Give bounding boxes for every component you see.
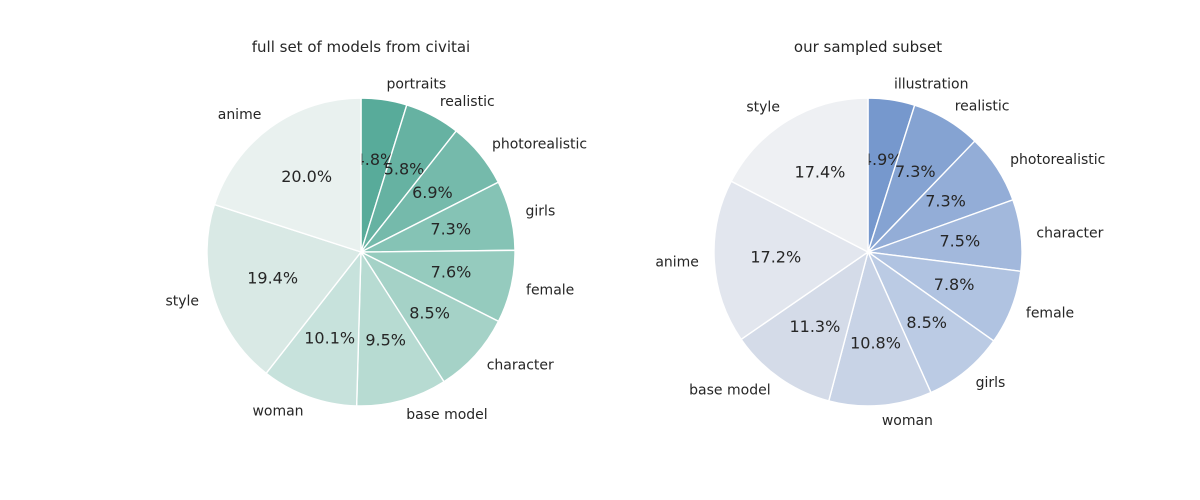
chart-title: our sampled subset xyxy=(794,38,942,56)
slice-label: style xyxy=(165,294,199,310)
slice-label: anime xyxy=(655,255,699,271)
pie-slice-woman xyxy=(827,249,932,407)
percent-label: 9.5% xyxy=(365,331,406,350)
slice-label: girls xyxy=(526,204,556,220)
slice-label: female xyxy=(526,282,574,298)
chart-title: full set of models from civitai xyxy=(252,38,470,56)
pie-chart-sampled-subset: our sampled subset illustration 4.9% reali… xyxy=(655,38,1105,429)
slice-label: character xyxy=(1036,225,1103,241)
percent-label: 19.4% xyxy=(247,269,298,288)
percent-label: 8.5% xyxy=(409,303,450,322)
pie-slice-base-model xyxy=(740,250,870,402)
pie-slice-base-model xyxy=(355,249,445,407)
percent-label: 7.3% xyxy=(430,219,471,238)
slice-label: realistic xyxy=(955,98,1010,114)
percent-label: 7.5% xyxy=(940,231,981,250)
percent-label: 4.8% xyxy=(355,150,396,169)
slice-label: base model xyxy=(406,407,487,423)
pie-slice-style xyxy=(730,97,869,254)
slice-label: photorealistic xyxy=(492,137,587,153)
slice-label: female xyxy=(1026,305,1074,321)
pie-slice-woman xyxy=(265,249,362,407)
slice-label: photorealistic xyxy=(1010,152,1105,168)
percent-label: 10.8% xyxy=(850,334,901,353)
pie-slice-style xyxy=(206,203,363,375)
percent-label: 5.8% xyxy=(384,160,425,179)
percent-label: 8.5% xyxy=(906,313,947,332)
percent-label: 11.3% xyxy=(789,317,840,336)
pie-slice-anime xyxy=(713,180,870,341)
percent-label: 7.3% xyxy=(895,162,936,181)
slice-label: realistic xyxy=(440,94,495,110)
pie-chart-full-set: full set of models from civitai portrait… xyxy=(165,38,587,423)
percent-label: 17.4% xyxy=(795,163,846,182)
percent-label: 6.9% xyxy=(412,183,453,202)
slice-label: illustration xyxy=(894,77,968,93)
slice-label: woman xyxy=(252,403,303,419)
slice-label: style xyxy=(746,99,780,115)
slice-label: anime xyxy=(218,107,262,123)
slice-label: girls xyxy=(976,375,1006,391)
slice-label: character xyxy=(487,358,554,374)
pie-slice-anime xyxy=(213,97,362,253)
percent-label: 7.8% xyxy=(934,275,975,294)
percent-label: 4.9% xyxy=(862,150,903,169)
percent-label: 10.1% xyxy=(304,328,355,347)
slice-label: woman xyxy=(882,413,933,429)
slice-label: portraits xyxy=(386,77,446,93)
slice-label: base model xyxy=(689,383,770,399)
percent-label: 17.2% xyxy=(750,247,801,266)
percent-label: 7.3% xyxy=(925,191,966,210)
percent-label: 7.6% xyxy=(431,262,472,281)
percent-label: 20.0% xyxy=(281,167,332,186)
